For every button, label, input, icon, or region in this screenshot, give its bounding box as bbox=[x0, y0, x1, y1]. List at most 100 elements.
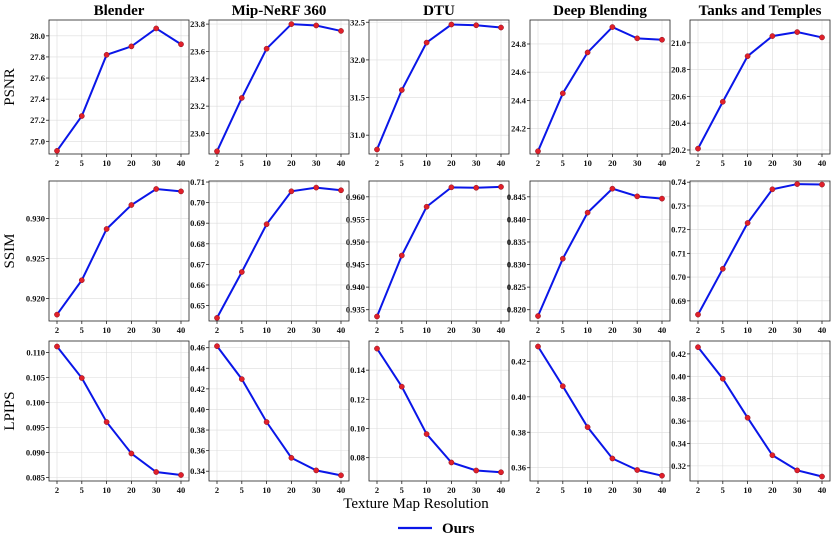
x-tick-label: 2 bbox=[55, 158, 59, 168]
y-tick-label: 0.42 bbox=[671, 349, 686, 359]
x-tick-label: 10 bbox=[743, 325, 752, 335]
x-tick-label: 40 bbox=[658, 325, 667, 335]
title-mip-nerf-360: Mip-NeRF 360 bbox=[232, 3, 327, 19]
panel-lpips-blender: 0.085 0.090 0.095 0.100 0.105 0.110 2 5 10 20 30 40 bbox=[26, 340, 190, 495]
panel-lpips-tanks-and-temples: 0.32 0.34 0.36 0.38 0.40 0.42 2 5 10 20 30 40 bbox=[671, 340, 831, 495]
x-tick-label: 2 bbox=[536, 158, 540, 168]
data-point bbox=[535, 148, 541, 155]
x-tick-label: 20 bbox=[127, 158, 136, 168]
x-tick-label: 10 bbox=[102, 485, 111, 495]
y-tick-label: 23.4 bbox=[190, 74, 206, 84]
y-tick-label: 0.42 bbox=[190, 384, 205, 394]
y-tick-label: 20.6 bbox=[671, 91, 686, 101]
data-point bbox=[78, 113, 85, 119]
x-tick-label: 10 bbox=[422, 325, 431, 335]
data-point bbox=[609, 185, 616, 192]
x-tick-label: 40 bbox=[337, 485, 346, 495]
data-point bbox=[78, 277, 85, 284]
panel-ssim-deep-blending: 0.820 0.825 0.830 0.835 0.840 0.845 2 5 10 20 30 40 bbox=[507, 180, 671, 335]
axes-frame bbox=[48, 340, 190, 482]
series-line-ours bbox=[697, 183, 823, 316]
data-point bbox=[128, 450, 135, 457]
series-line-ours bbox=[216, 345, 342, 477]
data-point bbox=[153, 186, 160, 192]
axes-frame bbox=[689, 340, 831, 482]
data-point bbox=[559, 90, 566, 97]
x-tick-label: 30 bbox=[633, 485, 642, 495]
panel-lpips-deep-blending: 0.36 0.38 0.40 0.42 2 5 10 20 30 40 bbox=[511, 340, 671, 495]
series-line-ours bbox=[56, 187, 182, 316]
y-tick-label: 0.36 bbox=[190, 446, 205, 456]
x-tick-label: 5 bbox=[400, 485, 404, 495]
data-point bbox=[744, 220, 751, 226]
data-point bbox=[634, 193, 641, 200]
data-point bbox=[238, 95, 245, 101]
x-tick-label: 5 bbox=[80, 485, 84, 495]
data-point bbox=[448, 459, 455, 466]
data-point bbox=[313, 467, 320, 474]
data-point bbox=[584, 424, 591, 430]
y-tick-label: 0.100 bbox=[26, 398, 45, 408]
y-tick-label: 0.72 bbox=[671, 225, 686, 235]
data-point bbox=[719, 265, 726, 272]
ylabel-ssim: SSIM bbox=[2, 233, 18, 268]
y-tick-label: 23.6 bbox=[190, 46, 205, 56]
x-tick-label: 20 bbox=[768, 158, 777, 168]
data-point bbox=[214, 148, 220, 155]
y-tick-label: 0.14 bbox=[350, 365, 366, 375]
title-tanks-and-temples: Tanks and Temples bbox=[699, 3, 822, 19]
data-point bbox=[819, 473, 825, 480]
data-point bbox=[374, 146, 380, 153]
y-tick-label: 0.110 bbox=[26, 348, 45, 358]
data-point bbox=[448, 184, 455, 191]
data-point bbox=[819, 34, 825, 41]
y-tick-label: 0.73 bbox=[671, 201, 686, 211]
y-tick-label: 0.38 bbox=[511, 427, 526, 437]
data-point bbox=[54, 311, 60, 318]
y-tick-label: 0.74 bbox=[671, 177, 687, 187]
series-line-ours bbox=[216, 186, 342, 319]
x-tick-label: 40 bbox=[177, 325, 186, 335]
data-point bbox=[584, 49, 591, 56]
data-point bbox=[584, 209, 591, 216]
y-tick-label: 0.46 bbox=[190, 343, 205, 353]
y-tick-label: 0.69 bbox=[190, 218, 205, 228]
data-point bbox=[338, 472, 344, 479]
x-tick-label: 5 bbox=[561, 158, 565, 168]
x-tick-label: 2 bbox=[215, 485, 219, 495]
x-tick-label: 30 bbox=[633, 325, 642, 335]
x-tick-label: 10 bbox=[583, 158, 592, 168]
y-tick-label: 0.70 bbox=[671, 272, 686, 282]
data-point bbox=[423, 431, 430, 437]
x-tick-label: 40 bbox=[658, 485, 667, 495]
axes-frame bbox=[48, 180, 190, 322]
panel-lpips-mip-nerf-360: 0.34 0.36 0.38 0.40 0.42 0.44 0.46 2 5 10 20 30 40 bbox=[190, 340, 350, 495]
y-tick-label: 27.8 bbox=[30, 52, 45, 62]
x-tick-label: 10 bbox=[583, 485, 592, 495]
axes-frame bbox=[208, 19, 350, 155]
x-tick-label: 40 bbox=[497, 485, 506, 495]
x-tick-label: 2 bbox=[215, 325, 219, 335]
row-labels: PSNR SSIM LPIPS bbox=[2, 68, 18, 430]
title-deep-blending: Deep Blending bbox=[553, 3, 647, 19]
data-point bbox=[103, 51, 110, 58]
data-point bbox=[374, 345, 380, 352]
data-point bbox=[178, 188, 184, 195]
x-tick-label: 30 bbox=[312, 158, 321, 168]
x-tick-label: 10 bbox=[102, 158, 111, 168]
y-tick-label: 0.12 bbox=[350, 394, 365, 404]
x-tick-label: 10 bbox=[743, 158, 752, 168]
x-tick-label: 40 bbox=[337, 158, 346, 168]
data-point bbox=[78, 375, 85, 381]
data-point bbox=[559, 383, 566, 390]
series-line-ours bbox=[376, 348, 502, 474]
legend-label-ours: Ours bbox=[442, 521, 475, 537]
data-point bbox=[288, 454, 295, 461]
x-tick-label: 20 bbox=[768, 485, 777, 495]
y-tick-label: 0.090 bbox=[26, 448, 45, 458]
data-point bbox=[54, 343, 60, 350]
axes-frame bbox=[529, 340, 671, 482]
data-point bbox=[744, 53, 751, 60]
data-point bbox=[214, 315, 220, 321]
y-tick-label: 0.38 bbox=[190, 425, 205, 435]
